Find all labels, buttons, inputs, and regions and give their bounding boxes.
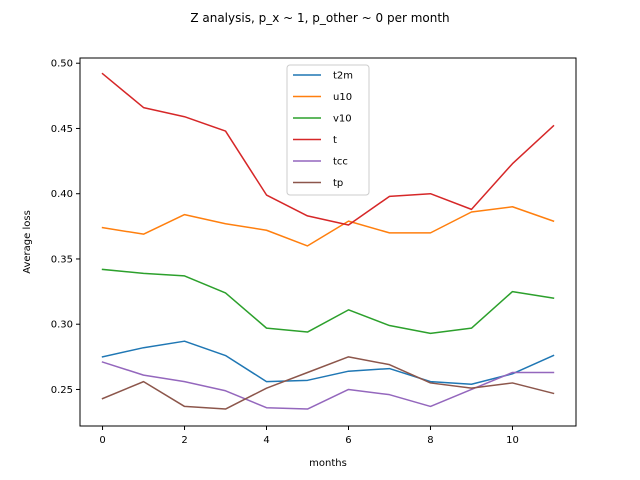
legend-label-v10: v10 — [333, 114, 352, 125]
y-tick-label: 0.35 — [51, 254, 73, 265]
y-tick-label: 0.50 — [51, 59, 73, 70]
x-axis-label: months — [309, 458, 347, 469]
y-tick-label: 0.30 — [51, 320, 73, 331]
chart-title: Z analysis, p_x ~ 1, p_other ~ 0 per mon… — [190, 11, 449, 25]
legend: t2m u10 v10 t tcc tp — [286, 64, 370, 196]
y-axis: 0.25 0.30 0.35 0.40 0.45 0.50 — [51, 59, 80, 396]
legend-label-t: t — [333, 135, 337, 146]
x-axis: 0 2 4 6 8 10 — [99, 426, 519, 446]
series-line-tp — [101, 356, 555, 410]
legend-label-t2m: t2m — [333, 71, 353, 82]
series-line-t — [101, 72, 555, 226]
series-line-v10 — [101, 268, 555, 335]
x-tick-label: 10 — [506, 435, 519, 446]
x-tick-label: 0 — [99, 435, 105, 446]
x-tick-label: 6 — [345, 435, 351, 446]
y-axis-label: Average loss — [22, 210, 33, 274]
y-tick-label: 0.40 — [51, 189, 73, 200]
y-tick-label: 0.45 — [51, 124, 73, 135]
legend-box — [286, 64, 370, 196]
series-line-t2m — [101, 340, 555, 385]
x-tick-label: 4 — [263, 435, 269, 446]
series-layer — [101, 72, 555, 410]
x-tick-label: 8 — [427, 435, 433, 446]
legend-label-tp: tp — [333, 178, 343, 189]
legend-label-u10: u10 — [333, 92, 352, 103]
series-line-u10 — [101, 206, 555, 247]
y-tick-label: 0.25 — [51, 385, 73, 396]
plot-frame — [79, 57, 577, 427]
x-tick-label: 2 — [181, 435, 187, 446]
legend-label-tcc: tcc — [333, 157, 348, 168]
